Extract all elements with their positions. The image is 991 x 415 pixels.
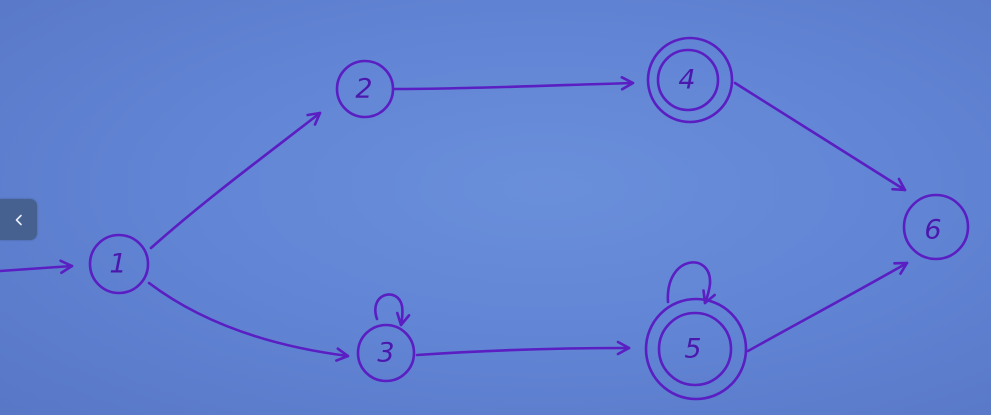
state-1-label: 1 — [109, 249, 126, 280]
state-3-label: 3 — [377, 338, 394, 369]
state-5-label: 5 — [684, 334, 701, 365]
state-5: 5 — [644, 297, 748, 401]
transition-5-6 — [746, 261, 909, 353]
state-1: 1 — [88, 233, 150, 295]
previous-button[interactable] — [0, 199, 37, 240]
state-4-label: 4 — [678, 65, 695, 96]
state-3: 3 — [356, 323, 416, 383]
state-4: 4 — [646, 36, 734, 124]
transition-1-2 — [149, 111, 322, 250]
transition-2-4 — [393, 76, 635, 91]
transition-4-6 — [733, 81, 907, 192]
self-loop-5 — [666, 261, 716, 305]
state-6: 6 — [902, 193, 970, 261]
self-loop-3 — [374, 293, 411, 327]
initial-arrow — [0, 259, 74, 275]
transition-3-5 — [415, 340, 631, 357]
transition-1-3 — [147, 281, 350, 362]
state-2: 2 — [335, 59, 395, 119]
chevron-left-icon — [15, 214, 22, 225]
state-6-label: 6 — [924, 215, 941, 246]
state-2-label: 2 — [355, 74, 372, 105]
